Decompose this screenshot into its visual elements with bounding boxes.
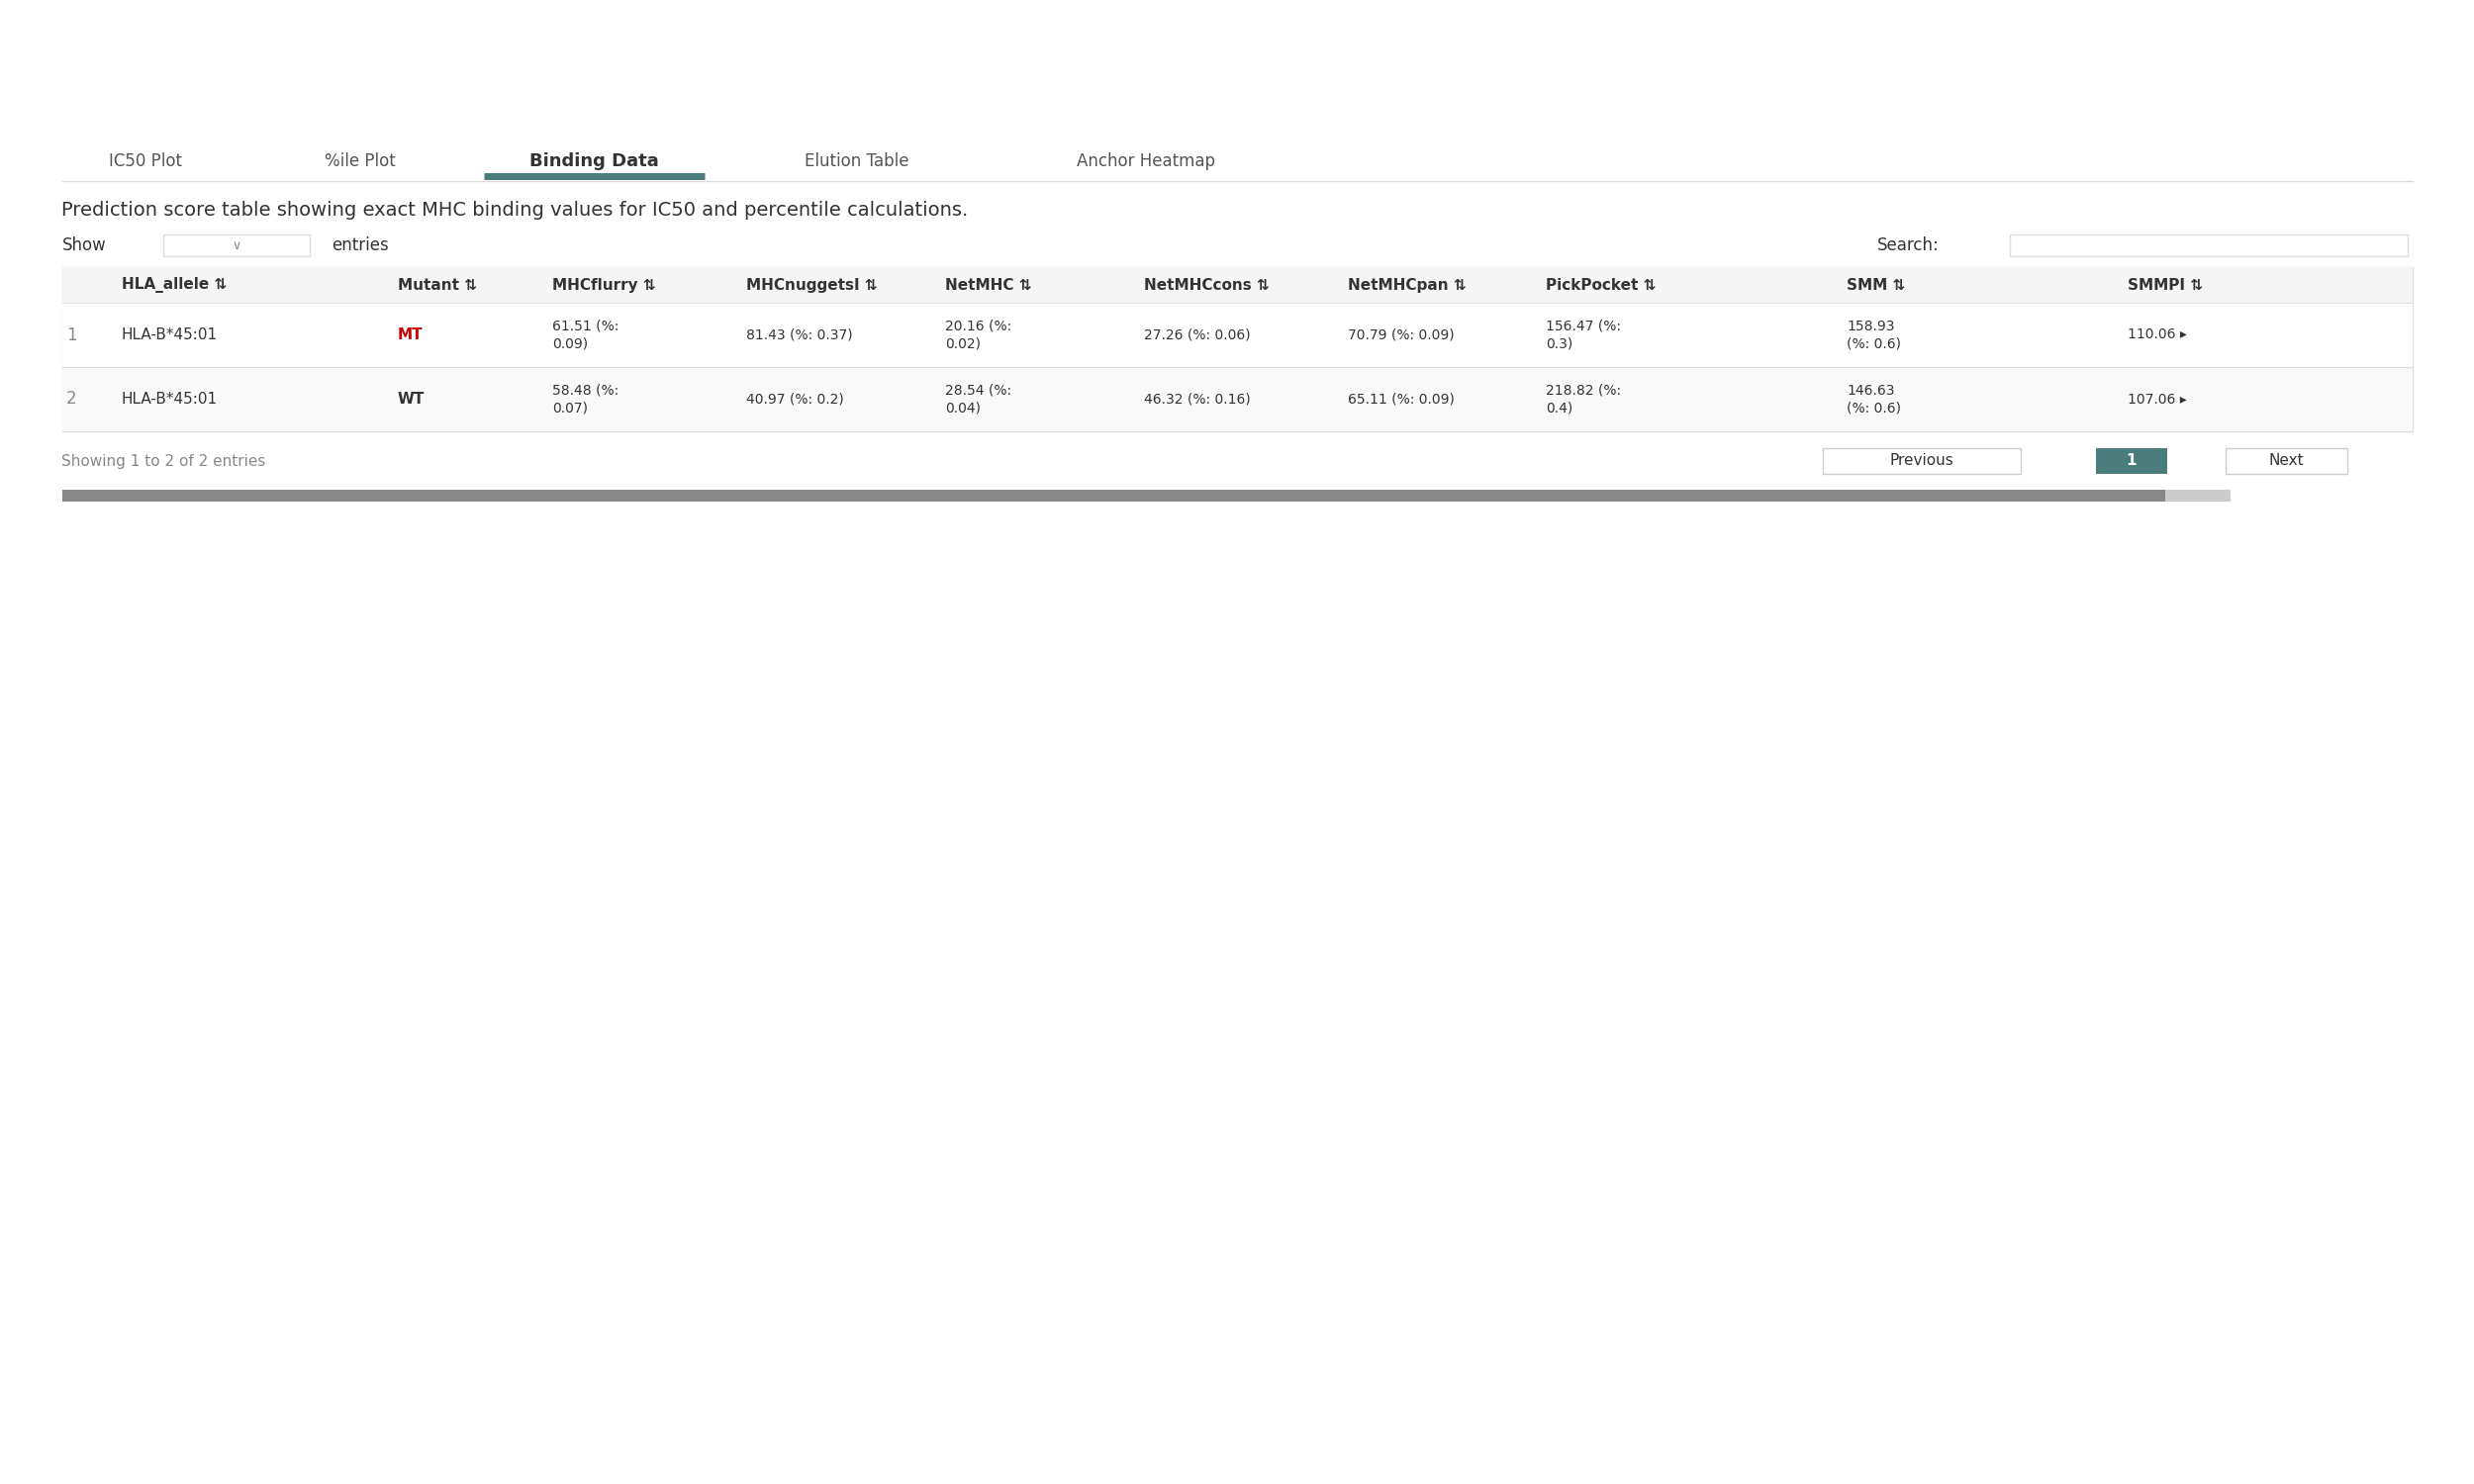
Text: SMMPI ⇅: SMMPI ⇅ xyxy=(2128,278,2202,292)
Text: %ile Plot: %ile Plot xyxy=(324,153,396,171)
Text: 40.97 (%: 0.2): 40.97 (%: 0.2) xyxy=(747,392,844,407)
Bar xyxy=(62,367,2412,432)
Text: HLA-B*45:01: HLA-B*45:01 xyxy=(121,328,218,343)
Text: 20.16 (%:
0.02): 20.16 (%: 0.02) xyxy=(945,319,1012,350)
Text: Binding Data: Binding Data xyxy=(529,153,658,171)
Text: Previous: Previous xyxy=(1890,454,1954,469)
Text: WT: WT xyxy=(398,392,426,407)
Text: 110.06 ▸: 110.06 ▸ xyxy=(2128,328,2187,341)
Text: IC50 Plot: IC50 Plot xyxy=(109,153,183,171)
Text: 1: 1 xyxy=(67,326,77,344)
Text: 218.82 (%:
0.4): 218.82 (%: 0.4) xyxy=(1546,384,1620,414)
Text: 70.79 (%: 0.09): 70.79 (%: 0.09) xyxy=(1348,328,1455,341)
Bar xyxy=(163,234,309,257)
Text: 107.06 ▸: 107.06 ▸ xyxy=(2128,392,2187,407)
Text: NetMHCcons ⇅: NetMHCcons ⇅ xyxy=(1143,278,1269,292)
Text: NetMHC ⇅: NetMHC ⇅ xyxy=(945,278,1032,292)
Text: ∨: ∨ xyxy=(233,239,240,252)
Bar xyxy=(1823,448,2021,473)
Text: Showing 1 to 2 of 2 entries: Showing 1 to 2 of 2 entries xyxy=(62,454,267,469)
Text: Next: Next xyxy=(2269,454,2303,469)
Text: Mutant ⇅: Mutant ⇅ xyxy=(398,278,477,292)
Text: 2: 2 xyxy=(67,390,77,408)
Text: HLA_allele ⇅: HLA_allele ⇅ xyxy=(121,278,228,292)
Text: NetMHCpan ⇅: NetMHCpan ⇅ xyxy=(1348,278,1465,292)
Text: Prediction score table showing exact MHC binding values for IC50 and percentile : Prediction score table showing exact MHC… xyxy=(62,202,970,220)
Text: 61.51 (%:
0.09): 61.51 (%: 0.09) xyxy=(552,319,618,350)
Text: 156.47 (%:
0.3): 156.47 (%: 0.3) xyxy=(1546,319,1620,350)
Text: entries: entries xyxy=(332,236,388,254)
Text: Search:: Search: xyxy=(1878,236,1940,254)
Text: 28.54 (%:
0.04): 28.54 (%: 0.04) xyxy=(945,384,1012,414)
Text: HLA-B*45:01: HLA-B*45:01 xyxy=(121,392,218,407)
Text: 146.63
(%: 0.6): 146.63 (%: 0.6) xyxy=(1846,384,1900,414)
Bar xyxy=(62,267,2412,303)
Text: Anchor Heatmap: Anchor Heatmap xyxy=(1076,153,1215,171)
Text: MHCflurry ⇅: MHCflurry ⇅ xyxy=(552,278,656,292)
Text: 1: 1 xyxy=(2128,454,2138,469)
Bar xyxy=(62,303,2412,367)
Text: SMM ⇅: SMM ⇅ xyxy=(1846,278,1905,292)
Text: Elution Table: Elution Table xyxy=(804,153,910,171)
Bar xyxy=(2095,448,2167,473)
Bar xyxy=(2227,448,2348,473)
Text: 27.26 (%: 0.06): 27.26 (%: 0.06) xyxy=(1143,328,1252,341)
Text: 46.32 (%: 0.16): 46.32 (%: 0.16) xyxy=(1143,392,1252,407)
Text: Show: Show xyxy=(62,236,106,254)
Text: 58.48 (%:
0.07): 58.48 (%: 0.07) xyxy=(552,384,618,414)
Bar xyxy=(2009,234,2407,257)
Text: MHCnuggetsI ⇅: MHCnuggetsI ⇅ xyxy=(747,278,878,292)
Bar xyxy=(62,267,2412,432)
Text: PickPocket ⇅: PickPocket ⇅ xyxy=(1546,278,1658,292)
Bar xyxy=(62,490,2165,502)
Text: 158.93
(%: 0.6): 158.93 (%: 0.6) xyxy=(1846,319,1900,350)
Text: MT: MT xyxy=(398,328,423,343)
Text: 81.43 (%: 0.37): 81.43 (%: 0.37) xyxy=(747,328,854,341)
Text: 65.11 (%: 0.09): 65.11 (%: 0.09) xyxy=(1348,392,1455,407)
Bar xyxy=(62,490,2232,502)
